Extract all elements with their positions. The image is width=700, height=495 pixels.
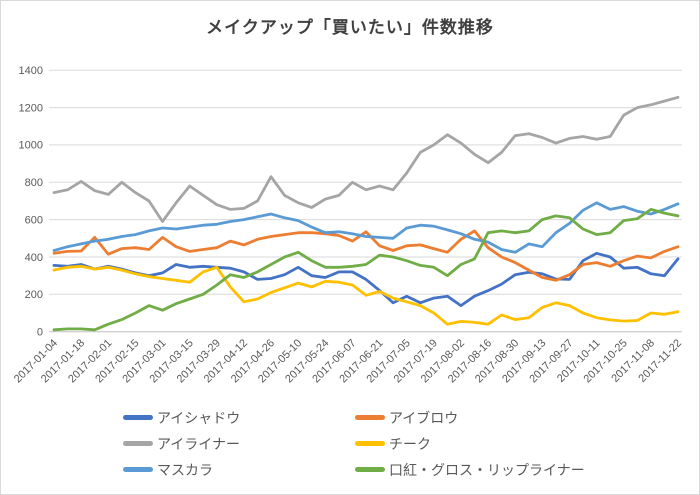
legend-item-cheek[interactable]: チーク <box>355 434 699 453</box>
y-tick-label: 800 <box>25 177 43 189</box>
y-tick-label: 1200 <box>19 102 43 114</box>
y-tick-label: 200 <box>25 289 43 301</box>
y-tick-label: 1400 <box>19 65 43 77</box>
legend-label-eyeliner: アイライナー <box>157 435 241 452</box>
y-tick-label: 400 <box>25 252 43 264</box>
series-line-cheek <box>52 264 680 326</box>
legend-item-eyebrow[interactable]: アイブロウ <box>355 408 699 427</box>
legend-swatch-eyebrow <box>355 415 385 420</box>
legend-label-eyeshadow: アイシャドウ <box>157 409 241 426</box>
legend-item-eyeshadow[interactable]: アイシャドウ <box>123 408 355 427</box>
legend-label-mascara: マスカラ <box>157 461 213 478</box>
legend-swatch-eyeliner <box>123 441 153 446</box>
series-line-mascara <box>52 201 680 254</box>
legend-swatch-mascara <box>123 467 153 472</box>
y-tick-label: 1000 <box>19 140 43 152</box>
legend-item-eyeliner[interactable]: アイライナー <box>123 434 355 453</box>
legend-swatch-cheek <box>355 441 385 446</box>
y-tick-label: 600 <box>25 214 43 226</box>
legend-label-lipstick-gloss-lipliner: 口紅・グロス・リップライナー <box>389 461 585 478</box>
legend-item-mascara[interactable]: マスカラ <box>123 460 355 479</box>
y-tick-label: 0 <box>37 327 43 339</box>
legend-label-eyebrow: アイブロウ <box>389 409 459 426</box>
chart-title: メイクアップ「買いたい」件数推移 <box>206 18 494 37</box>
legend-label-cheek: チーク <box>389 435 431 452</box>
series-line-eyeshadow <box>52 251 680 308</box>
series-line-lipstick-gloss-lipliner <box>52 207 680 332</box>
legend-swatch-lipstick-gloss-lipliner <box>355 467 385 472</box>
chart-legend: アイシャドウ アイブロウアイライナー チークマスカラ 口紅・グロス・リップライナー <box>1 408 699 479</box>
legend-item-lipstick-gloss-lipliner[interactable]: 口紅・グロス・リップライナー <box>355 460 699 479</box>
series-line-eyebrow <box>52 229 680 282</box>
series-line-eyeliner <box>52 95 680 223</box>
legend-swatch-eyeshadow <box>123 415 153 420</box>
